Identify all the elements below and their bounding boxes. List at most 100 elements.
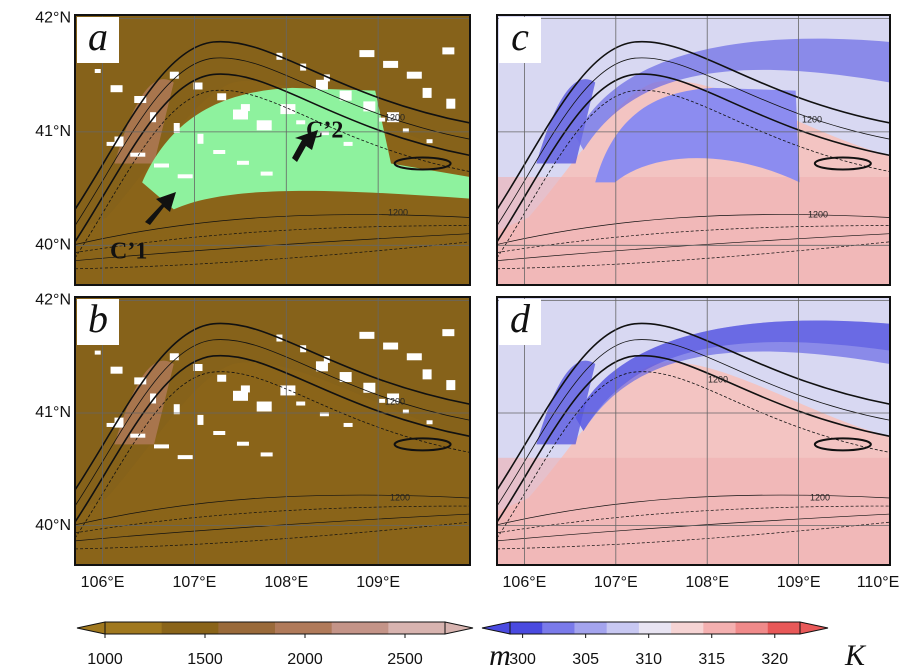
snow-patch (170, 353, 179, 360)
colorbar-swatch (671, 622, 704, 634)
map-panel: 12001200 (497, 15, 890, 285)
snow-patch (111, 367, 123, 374)
colorbar-end (445, 622, 473, 634)
colorbar-unit: m (489, 639, 511, 670)
snow-patch (170, 72, 179, 79)
colorbar-tick-label: 310 (635, 651, 662, 668)
snow-patch (344, 142, 353, 146)
colorbar-swatch (736, 622, 769, 634)
snow-patch (261, 452, 273, 456)
colorbar-end (77, 622, 105, 634)
colorbar-unit: K (844, 639, 867, 670)
x-tick-label: 106°E (81, 574, 125, 591)
snow-patch (316, 80, 328, 90)
x-tick-label: 109°E (777, 574, 821, 591)
x-tick-label: 108°E (685, 574, 729, 591)
map-panel: 1200 1200 (497, 297, 890, 565)
snow-patch (407, 353, 422, 360)
panel-letter: d (510, 296, 531, 341)
snow-patch (154, 164, 169, 168)
x-tick-label: 108°E (264, 574, 308, 591)
contour-label: 1200 (385, 112, 405, 122)
snow-patch (95, 69, 101, 73)
y-tick-label: 41°N (35, 123, 71, 140)
colorbar-swatch (105, 622, 162, 634)
colorbar-swatch (607, 622, 640, 634)
snow-patch (427, 139, 433, 143)
snow-patch (280, 385, 295, 395)
snow-patch (197, 415, 203, 425)
contour-label: 1200 (388, 207, 408, 217)
contour-label: 1200 (390, 492, 410, 502)
y-tick-label: 42°N (35, 10, 71, 27)
snow-patch (95, 351, 101, 355)
colorbar-swatch (332, 622, 389, 634)
snow-patch (280, 104, 295, 114)
colorbar-swatch (510, 622, 543, 634)
colorbar-tick-label: 320 (761, 651, 788, 668)
colorbar-tick-label: 2500 (387, 651, 423, 668)
panel-letter: b (88, 296, 108, 341)
colorbar-swatch (703, 622, 736, 634)
panel-letter: a (88, 14, 108, 59)
snow-patch (111, 85, 123, 92)
snow-patch (363, 101, 375, 111)
snow-patch (359, 50, 374, 57)
colorbar-tick-label: 1500 (187, 651, 223, 668)
snow-patch (446, 99, 455, 109)
colorbar-swatch (162, 622, 219, 634)
x-tick-label: 109°E (356, 574, 400, 591)
snow-patch (178, 174, 193, 178)
map-panel: 1200 1200 C’1 C’2 (75, 15, 470, 285)
snow-patch (154, 444, 169, 448)
colorbar-swatch (639, 622, 672, 634)
snow-patch (233, 391, 248, 401)
colorbar-swatch (388, 622, 445, 634)
snow-patch (194, 364, 203, 371)
snow-patch (217, 93, 226, 100)
colorbar-tick-label: 315 (698, 651, 725, 668)
annotation: C’2 (306, 118, 343, 144)
snow-patch (257, 402, 272, 412)
contour-label: 1200 (708, 374, 728, 384)
snow-patch (344, 423, 353, 427)
colorbar-end (482, 622, 510, 634)
snow-patch (423, 88, 432, 98)
colorbar-tick-label: 1000 (87, 651, 123, 668)
snow-patch (442, 47, 454, 54)
contour-label: 1200 (385, 396, 405, 406)
snow-patch (446, 380, 455, 390)
contour-label: 1200 (810, 492, 830, 502)
x-tick-label: 107°E (173, 574, 217, 591)
snow-patch (237, 161, 249, 165)
panel-letter: c (511, 14, 529, 59)
colorbar-tick-label: 2000 (287, 651, 323, 668)
snow-patch (217, 375, 226, 382)
snow-patch (423, 369, 432, 379)
figure: 12001200C’1C’2a40°N41°N42°N12001200b40°N… (0, 0, 919, 670)
colorbar-end (800, 622, 828, 634)
snow-patch (261, 172, 273, 176)
y-tick-label: 40°N (35, 517, 71, 534)
x-tick-label: 106°E (503, 574, 547, 591)
snow-patch (383, 61, 398, 68)
snow-patch (442, 329, 454, 336)
snow-patch (296, 402, 305, 406)
y-tick-label: 40°N (35, 237, 71, 254)
y-tick-label: 42°N (35, 292, 71, 309)
colorbar-tick-label: 305 (572, 651, 599, 668)
snow-patch (213, 431, 225, 435)
annotation: C’1 (110, 239, 147, 265)
colorbar-tick-label: 300 (509, 651, 536, 668)
snow-patch (178, 455, 193, 459)
snow-patch (316, 361, 328, 371)
contour-label: 1200 (802, 114, 822, 124)
snow-patch (407, 72, 422, 79)
colorbar-swatch (218, 622, 275, 634)
snow-patch (363, 383, 375, 393)
snow-patch (296, 120, 305, 124)
snow-patch (359, 332, 374, 339)
snow-patch (213, 150, 225, 154)
colorbar-swatch (275, 622, 332, 634)
snow-patch (257, 120, 272, 130)
